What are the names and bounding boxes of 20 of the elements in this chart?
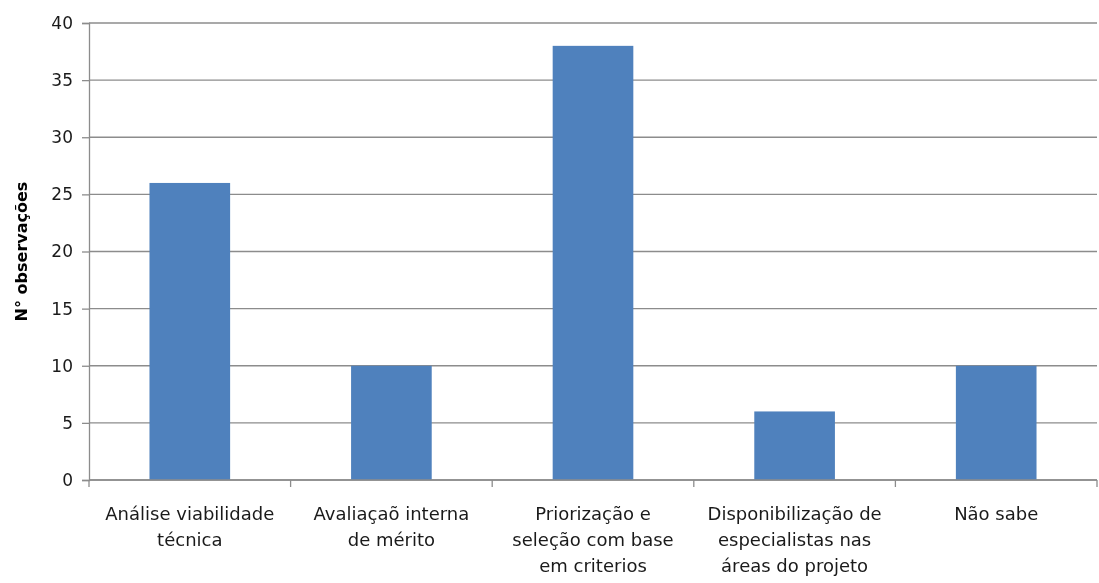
y-tick-label: 30: [51, 127, 73, 148]
y-tick-label: 25: [51, 184, 73, 205]
y-tick-label: 5: [62, 412, 73, 433]
y-tick-label: 40: [51, 12, 73, 33]
bar: [149, 182, 231, 480]
x-tick-label: Avaliaçaõ interna de mérito: [313, 503, 470, 550]
bar: [955, 365, 1037, 480]
y-tick-label: 15: [51, 298, 73, 319]
bar: [552, 45, 634, 480]
y-tick-label: 20: [51, 241, 73, 262]
x-tick-label: Não sabe: [954, 503, 1039, 524]
bar: [351, 365, 432, 480]
y-tick-label: 10: [51, 355, 73, 376]
y-axis-title: N° observações: [12, 181, 31, 322]
x-tick-label: Análise viabilidade técnica: [105, 503, 275, 550]
x-tick-label: Disponibilização de especialistas nas áreas do projeto: [707, 503, 882, 576]
y-tick-label: 35: [51, 70, 73, 91]
x-tick-label: Priorização e seleção com base em criterios: [512, 503, 674, 576]
bar: [754, 411, 835, 480]
y-tick-label: 0: [62, 469, 73, 490]
